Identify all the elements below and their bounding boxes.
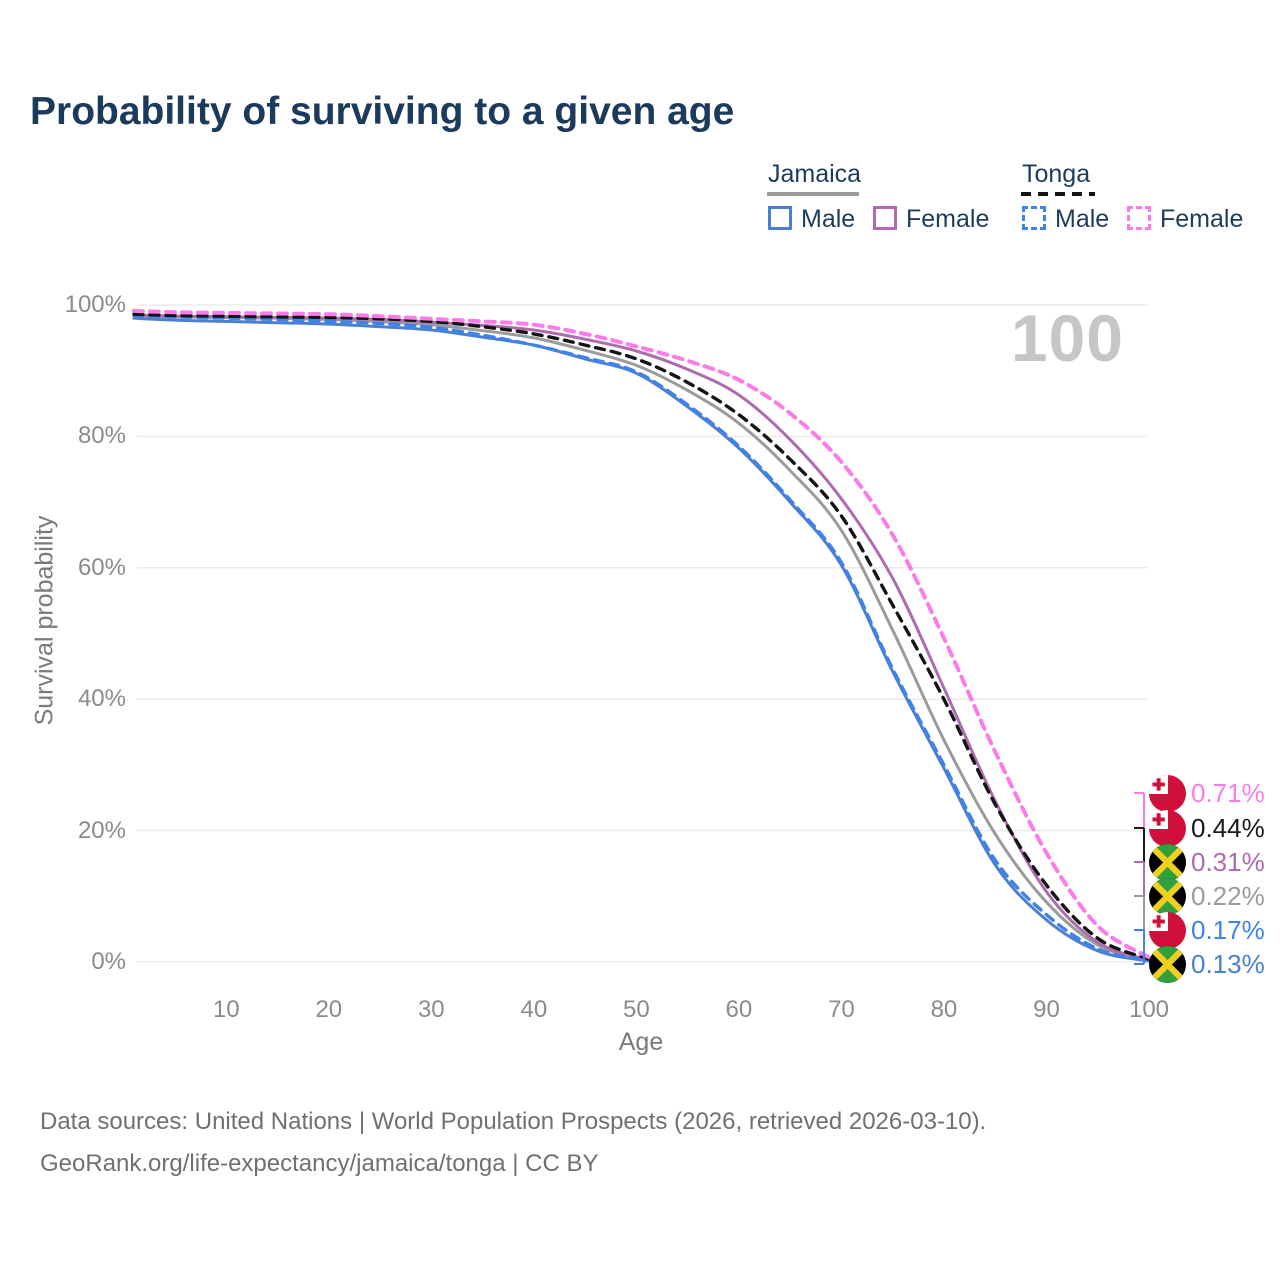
legend-group-tonga[interactable]: Tonga xyxy=(1022,160,1091,188)
end-label-value: 0.22% xyxy=(1191,880,1265,911)
legend-label-jamaica-female[interactable]: Female xyxy=(906,205,990,233)
page-title: Probability of surviving to a given age xyxy=(30,90,735,133)
y-tick-80%: 80% xyxy=(77,422,126,450)
x-axis-title: Age xyxy=(618,1028,664,1056)
x-tick-20: 20 xyxy=(315,996,343,1023)
legend-swatch-jamaica-female[interactable] xyxy=(873,206,897,230)
end-label-tonga-female[interactable]: 0.71% xyxy=(1149,774,1265,812)
curve-jamaica-male[interactable] xyxy=(132,316,1151,963)
y-axis-title: Survival probability xyxy=(30,515,59,726)
legend-label-jamaica-male[interactable]: Male xyxy=(801,205,856,233)
x-tick-90: 90 xyxy=(1033,996,1060,1023)
end-label-jamaica-total[interactable]: 0.22% xyxy=(1149,877,1265,915)
jamaica-flag-icon xyxy=(1149,877,1186,915)
legend-label-tonga-male[interactable]: Male xyxy=(1055,205,1110,233)
y-tick-60%: 60% xyxy=(77,553,126,581)
x-tick-30: 30 xyxy=(417,996,445,1023)
legend-label-tonga-female[interactable]: Female xyxy=(1160,205,1244,233)
y-tick-100%: 100% xyxy=(64,291,126,318)
x-tick-10: 10 xyxy=(212,996,240,1023)
y-tick-20%: 20% xyxy=(77,816,126,844)
y-tick-40%: 40% xyxy=(77,685,126,713)
tonga-flag-icon xyxy=(1149,911,1186,949)
data-sources-line: Data sources: United Nations | World Pop… xyxy=(40,1108,987,1135)
legend-swatch-tonga-male[interactable] xyxy=(1022,206,1046,230)
legend-underline-tonga xyxy=(1021,192,1095,196)
tonga-flag-icon xyxy=(1149,774,1186,812)
legend-swatch-tonga-female[interactable] xyxy=(1127,206,1151,230)
x-tick-100: 100 xyxy=(1128,996,1170,1023)
tonga-flag-icon xyxy=(1149,809,1186,847)
legend-group-jamaica[interactable]: Jamaica xyxy=(768,160,862,188)
end-label-value: 0.44% xyxy=(1191,812,1265,843)
hovered-age-watermark: 100 xyxy=(1010,301,1124,375)
x-tick-40: 40 xyxy=(520,996,548,1023)
y-tick-0%: 0% xyxy=(91,948,126,975)
x-tick-50: 50 xyxy=(623,996,650,1023)
jamaica-flag-icon xyxy=(1149,843,1186,881)
jamaica-flag-icon xyxy=(1149,945,1186,983)
curve-tonga-male[interactable] xyxy=(132,313,1151,963)
end-label-jamaica-female[interactable]: 0.31% xyxy=(1149,843,1265,881)
legend-swatch-jamaica-male[interactable] xyxy=(768,206,792,230)
end-label-value: 0.17% xyxy=(1191,914,1265,945)
end-label-value: 0.71% xyxy=(1191,777,1265,808)
x-tick-70: 70 xyxy=(828,996,855,1023)
end-label-tonga-total[interactable]: 0.44% xyxy=(1149,809,1265,847)
curve-tonga-female[interactable] xyxy=(132,308,1151,960)
end-label-jamaica-male[interactable]: 0.13% xyxy=(1149,945,1265,983)
attribution-line: GeoRank.org/life-expectancy/jamaica/tong… xyxy=(40,1150,599,1177)
x-tick-80: 80 xyxy=(930,996,958,1023)
curve-tonga-total[interactable] xyxy=(132,312,1151,961)
end-label-tonga-male[interactable]: 0.17% xyxy=(1149,911,1265,949)
end-label-value: 0.31% xyxy=(1191,846,1265,877)
x-tick-60: 60 xyxy=(725,996,753,1023)
legend-underline-jamaica xyxy=(767,192,859,196)
end-label-value: 0.13% xyxy=(1191,948,1265,979)
